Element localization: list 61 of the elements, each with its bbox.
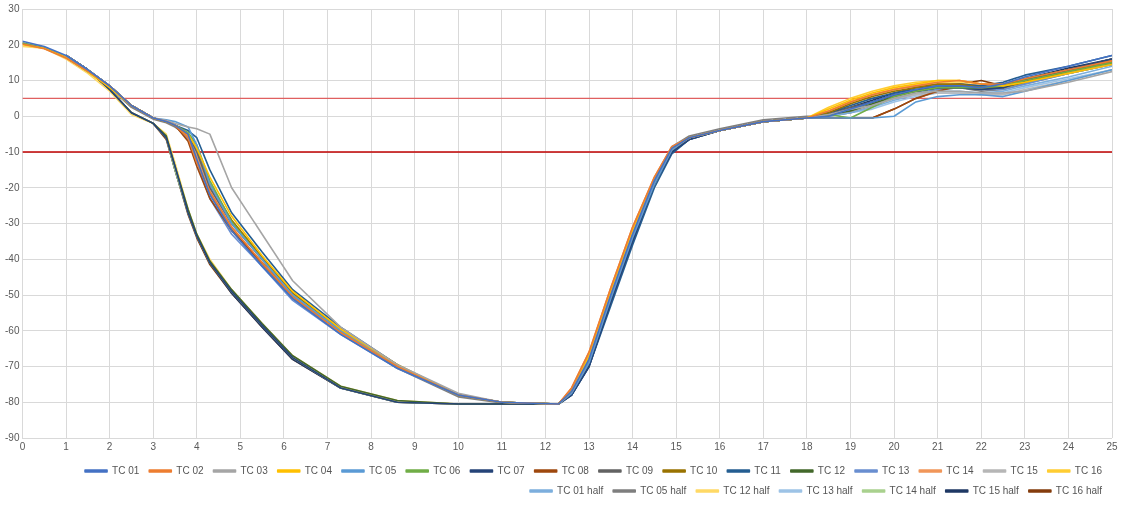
x-tick-label: 4 [194, 440, 200, 452]
x-tick-label: 3 [150, 440, 157, 452]
legend-label: TC 15 half [972, 484, 1020, 496]
y-tick-label: -40 [5, 253, 20, 264]
y-tick-label: -20 [5, 181, 20, 193]
legend-label: TC 09 [625, 464, 654, 476]
y-tick-label: 10 [8, 74, 20, 86]
x-tick-label: 18 [801, 440, 813, 452]
y-tick-label: -90 [5, 431, 20, 443]
x-tick-label: 10 [452, 440, 465, 452]
legend-label: TC 14 half [889, 484, 936, 496]
x-tick-label: 12 [539, 440, 552, 452]
y-tick-label: -10 [5, 145, 20, 157]
legend-label: TC 08 [561, 464, 590, 476]
x-tick-label: 15 [670, 440, 683, 452]
legend-label: TC 16 [1074, 464, 1103, 476]
legend-label: TC 01 [112, 464, 140, 476]
x-tick-label: 1 [63, 440, 70, 452]
x-tick-label: 9 [411, 440, 418, 452]
x-tick-label: 6 [281, 440, 288, 452]
y-tick-label: -80 [5, 396, 20, 407]
x-tick-label: 22 [975, 440, 988, 452]
legend-label: TC 04 [304, 464, 333, 476]
x-tick-label: 25 [1106, 440, 1118, 452]
x-tick-label: 11 [496, 440, 508, 452]
x-tick-label: 23 [1019, 440, 1031, 452]
y-tick-label: 30 [8, 2, 20, 14]
x-tick-label: 24 [1062, 440, 1075, 452]
y-tick-label: -60 [5, 324, 20, 336]
y-tick-label: -50 [5, 288, 20, 300]
x-tick-label: 5 [237, 440, 244, 452]
legend-label: TC 15 [1010, 464, 1039, 476]
legend-label: TC 16 half [1055, 484, 1103, 496]
x-tick-label: 14 [627, 440, 639, 452]
legend-label: TC 13 [882, 464, 910, 476]
legend-label: TC 01 half [557, 484, 604, 496]
y-tick-label: 0 [13, 110, 20, 121]
legend-label: TC 12 [817, 464, 846, 476]
legend-label: TC 07 [497, 464, 526, 476]
y-tick-label: -30 [5, 217, 20, 229]
legend-label: TC 05 half [640, 484, 687, 496]
legend-label: TC 14 [946, 464, 974, 476]
legend-label: TC 06 [433, 464, 461, 476]
x-tick-label: 8 [368, 440, 375, 452]
legend-label: TC 03 [240, 464, 269, 476]
legend-label: TC 12 half [723, 484, 770, 496]
legend-label: TC 05 [368, 464, 397, 476]
y-tick-label: 20 [8, 38, 20, 50]
x-tick-label: 7 [324, 440, 331, 452]
legend-label: TC 02 [176, 464, 204, 476]
x-tick-label: 17 [757, 440, 770, 452]
y-tick-label: -70 [5, 360, 20, 372]
x-tick-label: 20 [888, 440, 901, 452]
x-tick-label: 16 [714, 440, 726, 452]
x-tick-label: 19 [844, 440, 857, 452]
x-tick-label: 13 [583, 440, 596, 452]
legend-label: TC 11 [754, 464, 782, 476]
legend-label: TC 13 half [806, 484, 853, 496]
legend-label: TC 10 [690, 464, 718, 476]
x-tick-label: 2 [106, 440, 113, 452]
x-tick-label: 21 [932, 440, 944, 452]
